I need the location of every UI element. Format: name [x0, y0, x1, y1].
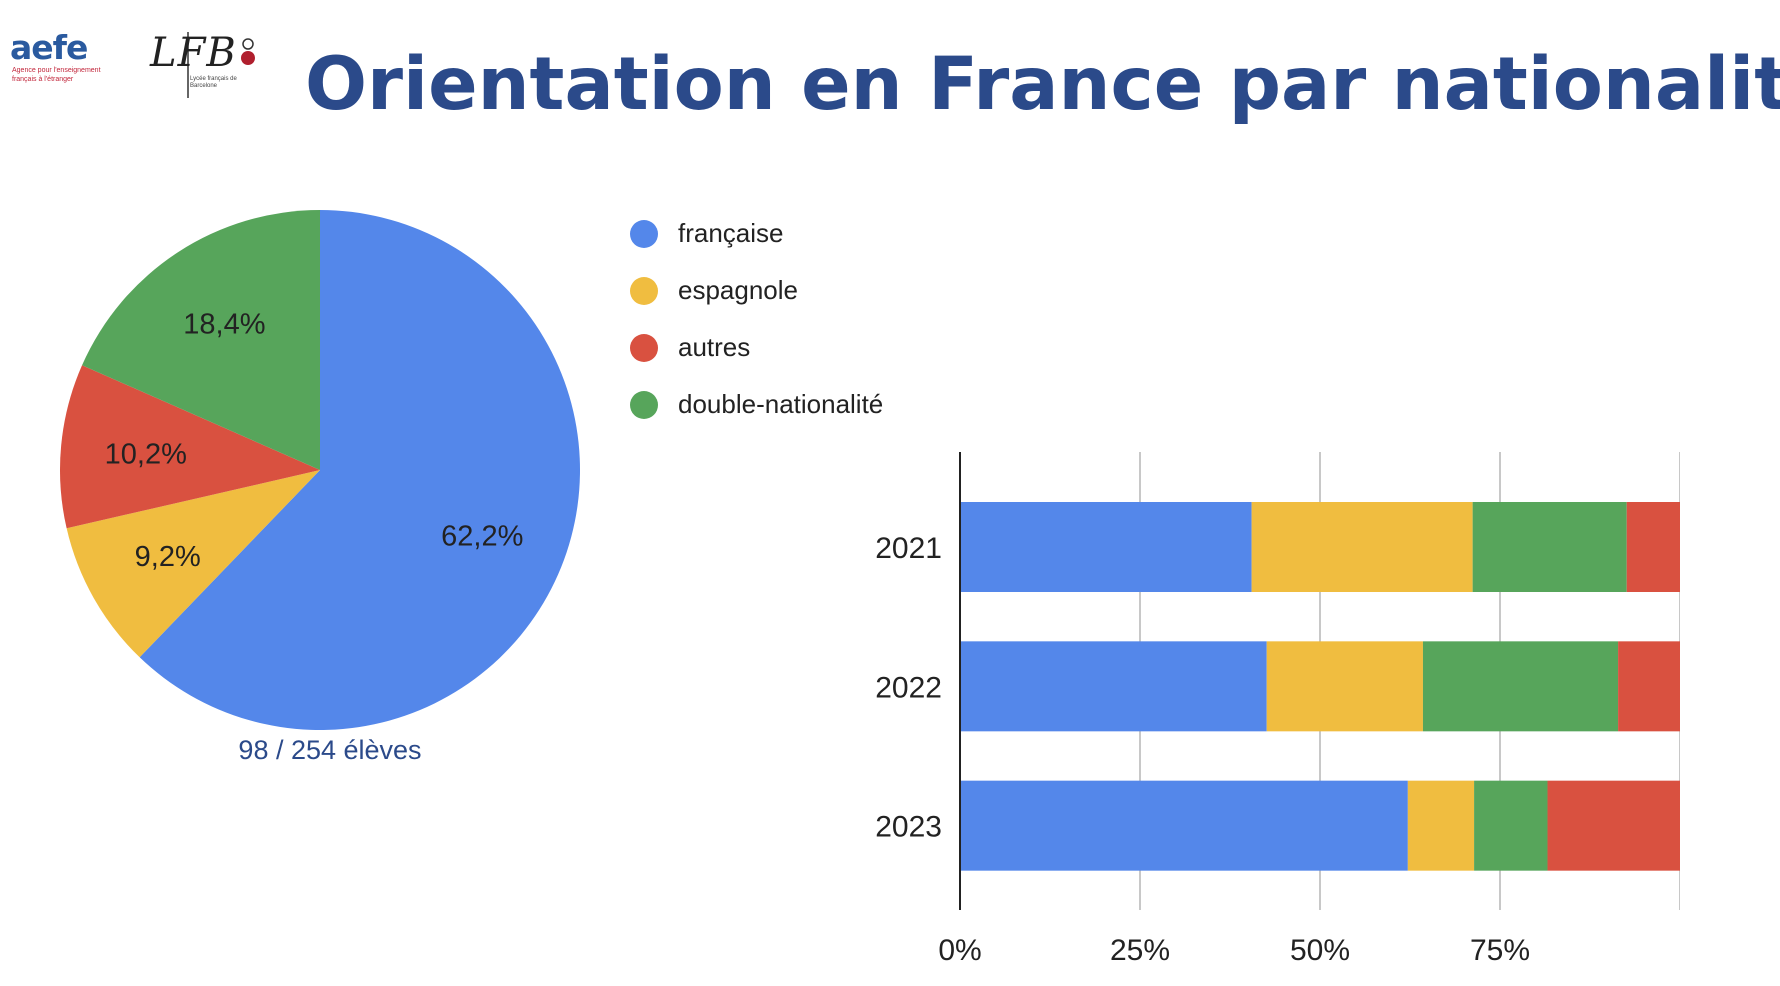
lfb-logo-mark	[187, 32, 255, 98]
pie-label-3: 18,4%	[183, 308, 265, 340]
legend-item-double-nationalite: double-nationalité	[630, 376, 883, 433]
lfb-logo-subtitle: Lycée français de Barcelone	[190, 76, 237, 89]
bar-2021-1	[1251, 502, 1473, 592]
legend: française espagnole autres double-nation…	[630, 205, 883, 433]
legend-item-autres: autres	[630, 319, 883, 376]
pie-label-0: 62,2%	[441, 520, 523, 552]
x-tick-label-0: 0%	[938, 934, 981, 967]
category-label-2021: 2021	[875, 532, 942, 565]
pie-caption: 98 / 254 élèves	[238, 735, 422, 765]
bar-2022-2	[1422, 641, 1619, 732]
bar-2021-3	[1626, 502, 1680, 592]
page-title: Orientation en France par nationalité	[305, 42, 1780, 127]
bar-2022-3	[1618, 641, 1680, 732]
lfb-logo: LFB	[150, 30, 237, 76]
x-tick-label-2: 50%	[1290, 934, 1350, 967]
legend-item-francaise: française	[630, 205, 883, 262]
bar-2021-2	[1472, 502, 1627, 592]
bar-2022-1	[1266, 641, 1423, 732]
legend-swatch	[630, 219, 658, 248]
pie-slice-0	[139, 210, 580, 730]
pie-label-1: 9,2%	[135, 541, 201, 573]
aefe-logo-subtitle: Agence pour l'enseignement français à l'…	[12, 67, 101, 83]
bar-2023-2	[1474, 780, 1548, 871]
x-tick-label-1: 25%	[1110, 934, 1170, 967]
category-label-2022: 2022	[875, 671, 942, 704]
bar-2023-3	[1547, 780, 1680, 871]
legend-swatch	[630, 333, 658, 362]
pie-slice-2	[59, 365, 320, 529]
pie-chart: 62,2% 9,2% 10,2% 18,4%	[59, 210, 580, 730]
legend-label: double-nationalité	[678, 389, 884, 419]
pie-slice-1	[66, 470, 320, 658]
x-tick-label-3: 75%	[1470, 934, 1530, 967]
aefe-logo: aefe	[10, 28, 88, 67]
logos: aefe Agence pour l'enseignement français…	[10, 28, 255, 108]
legend-label: espagnole	[678, 275, 798, 305]
bar-2021-0	[960, 502, 1252, 592]
pie-label-2: 10,2%	[105, 439, 187, 471]
stacked-bar-chart: 2021 2022 2023 0% 25% 50% 75%	[875, 452, 1680, 967]
legend-item-espagnole: espagnole	[630, 262, 883, 319]
bar-2023-1	[1407, 780, 1475, 871]
bar-2022-0	[960, 641, 1267, 732]
category-label-2023: 2023	[875, 811, 942, 844]
legend-swatch	[630, 276, 658, 305]
legend-label: française	[678, 218, 784, 248]
legend-label: autres	[678, 332, 751, 362]
pie-slice-3	[82, 210, 320, 470]
bar-2023-0	[960, 780, 1408, 871]
legend-swatch	[630, 390, 658, 419]
